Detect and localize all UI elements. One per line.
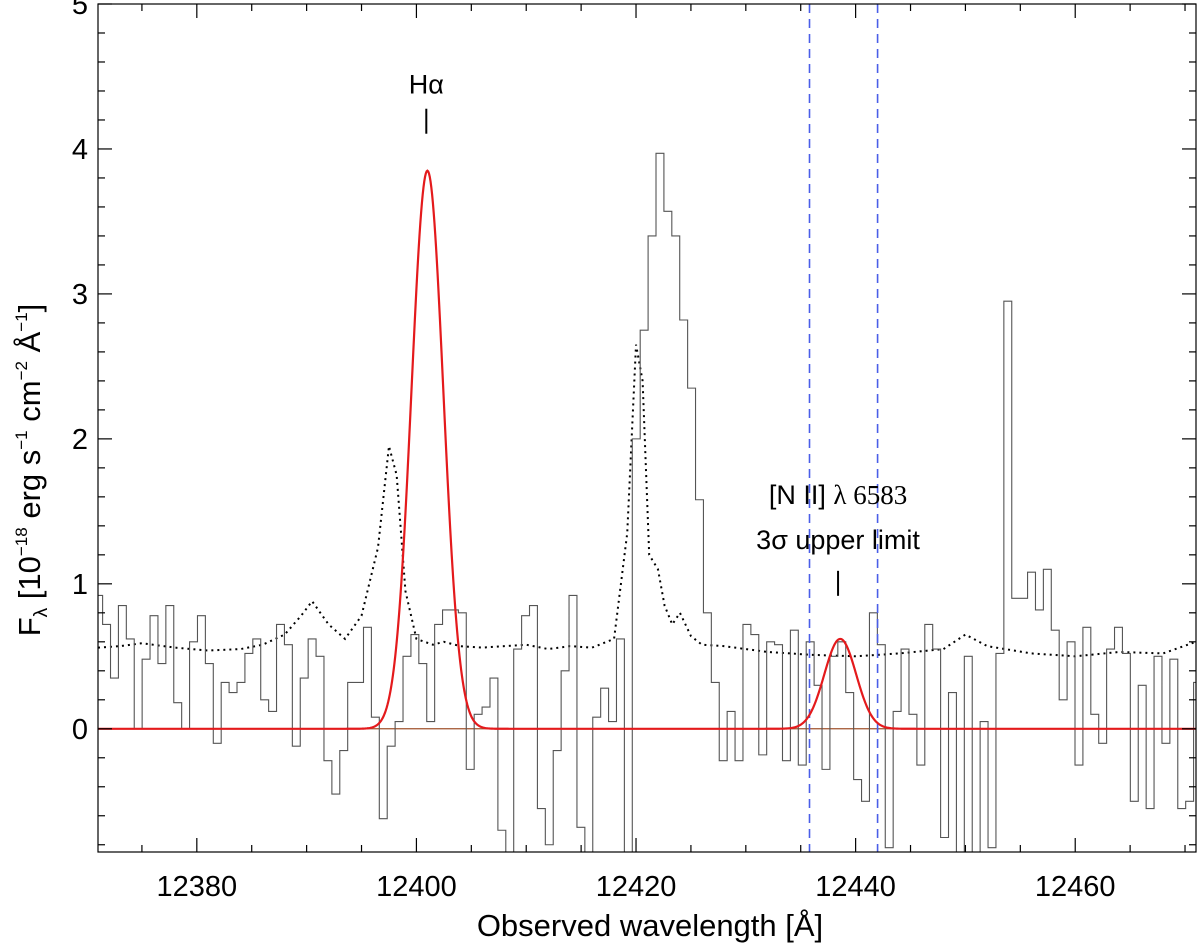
- y-label-symbol: F: [12, 617, 47, 636]
- halpha-annotation: Hα: [409, 70, 444, 134]
- gaussian-fit-curve: [98, 169, 1196, 730]
- nii-label-wavelength: λ 6583: [833, 480, 907, 510]
- y-label-superscript: −2: [12, 361, 31, 380]
- y-tick-label: 3: [72, 279, 88, 311]
- y-label-text: Å: [12, 331, 47, 361]
- y-tick-label: 1: [72, 569, 88, 601]
- noise-spectrum-dotted: [98, 344, 1196, 658]
- observed-spectrum-histogram: [98, 152, 1196, 852]
- plot-frame: [97, 3, 1197, 853]
- x-tick-label: 12380: [156, 871, 237, 903]
- y-label-text: erg s: [12, 450, 47, 528]
- x-tick-label: 12420: [596, 871, 677, 903]
- y-label-superscript: −18: [12, 527, 31, 556]
- y-tick-label: 0: [72, 714, 88, 746]
- y-axis-label: Fλ [10−18 erg s−1 cm−2 Å−1]: [12, 304, 52, 637]
- nii-annotation: [N II] λ 6583 3σ upper limit: [756, 480, 920, 596]
- y-label-subscript: λ: [31, 607, 52, 617]
- x-tick-label: 12400: [376, 871, 457, 903]
- nii-label-ion: [N II]: [769, 480, 834, 510]
- y-label-text: [10: [12, 556, 47, 608]
- y-label-superscript: −1: [12, 430, 31, 449]
- halpha-label: Hα: [409, 70, 444, 100]
- y-label-text: ]: [12, 304, 47, 313]
- nii-upper-limit-label: 3σ upper limit: [756, 525, 920, 555]
- y-tick-label: 4: [72, 134, 88, 166]
- y-tick-label: 5: [72, 0, 88, 21]
- x-tick-label: 12460: [1035, 871, 1116, 903]
- y-label-text: cm: [12, 380, 47, 430]
- x-axis-label: Observed wavelength [Å]: [477, 908, 823, 943]
- y-tick-label: 2: [72, 424, 88, 456]
- nii-label: [N II] λ 6583: [769, 480, 907, 510]
- x-tick-label: 12440: [815, 871, 896, 903]
- y-label-superscript: −1: [12, 312, 31, 331]
- plot-area: [98, 4, 1196, 852]
